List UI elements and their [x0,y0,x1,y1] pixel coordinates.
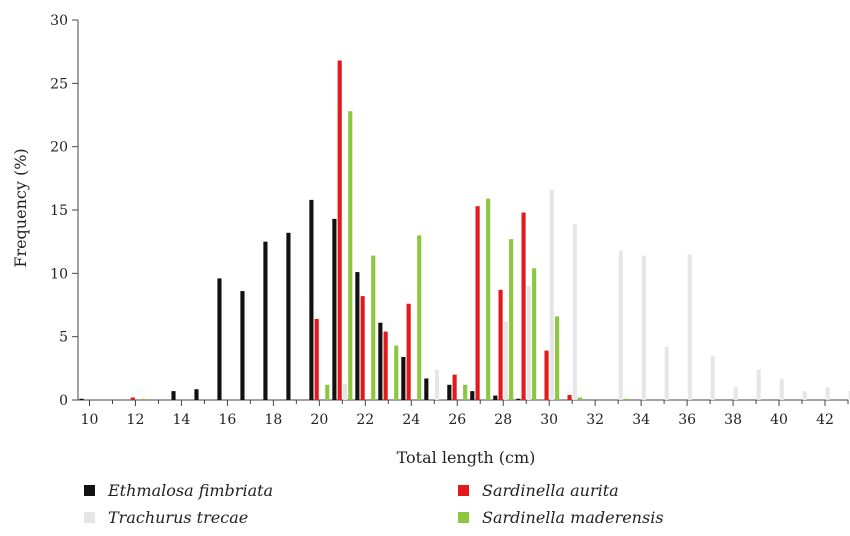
bar [486,198,491,400]
bar [360,296,365,400]
y-axis: 0 5 10 15 20 25 30 [50,13,79,409]
legend-label: Ethmalosa fimbriata [107,481,273,500]
bar [521,212,526,400]
bar [475,206,480,400]
bar [470,391,475,400]
bar [406,303,411,400]
y-tick-label: 25 [50,76,68,92]
x-tick-label: 40 [770,412,788,428]
bar [378,322,383,400]
x-tick-label: 10 [81,412,99,428]
x-axis-title: Total length (cm) [397,448,536,467]
y-tick-label: 0 [59,393,68,409]
x-tick-label: 34 [632,412,650,428]
legend-swatch [458,485,469,496]
bars [79,60,850,400]
bar [641,255,646,400]
x-tick-label: 18 [264,412,282,428]
bar [555,316,560,400]
bar [447,384,452,400]
bar [417,235,422,400]
bar [394,345,399,400]
bar [355,272,360,400]
bar [240,291,245,400]
y-tick-label: 5 [59,330,68,346]
legend-swatch [458,512,469,523]
bar [710,355,715,400]
bar [401,356,406,400]
x-tick-label: 22 [356,412,374,428]
bar [516,398,521,400]
bar [325,384,330,400]
bar [263,241,268,400]
legend-label: Sardinella maderensis [482,508,664,527]
bar [348,111,353,400]
x-tick-label: 30 [540,412,558,428]
bar [802,391,807,400]
legend: Ethmalosa fimbriata Sardinella aurita Trac… [84,481,664,527]
bar [424,378,429,400]
bar [434,369,439,400]
x-tick-label: 42 [816,412,834,428]
y-tick-label: 20 [50,140,68,156]
bar [567,394,572,400]
legend-swatch [84,485,95,496]
y-tick-label: 10 [50,266,68,282]
bar [549,189,554,400]
bar [493,395,498,400]
bar [756,369,761,400]
bar [314,318,319,400]
x-tick-label: 24 [402,412,420,428]
bar [578,397,583,400]
x-tick-label: 32 [586,412,604,428]
x-tick-label: 38 [724,412,742,428]
x-tick-label: 26 [448,412,466,428]
bar [825,387,830,400]
bar [194,389,199,400]
bar [779,378,784,400]
x-tick-label: 36 [678,412,696,428]
bar [733,387,738,400]
x-tick-label: 16 [218,412,236,428]
legend-label: Trachurus trecae [108,508,248,527]
bar [217,278,222,400]
bar [532,268,537,400]
legend-swatch [84,512,95,523]
legend-label: Sardinella aurita [482,481,619,500]
bar [572,223,577,400]
bar [498,289,503,400]
x-tick-label: 12 [127,412,145,428]
bar [286,232,291,400]
y-tick-label: 30 [50,13,68,29]
bar [342,383,348,400]
bar [664,346,669,400]
bar [141,398,146,400]
bar [452,374,457,400]
bar [371,255,376,400]
bar [171,391,176,400]
x-axis: 10 12 14 16 18 20 22 24 26 28 30 32 34 36 38 40 42 [78,399,849,428]
bar [383,331,388,400]
bar [79,398,84,400]
x-tick-label: 14 [173,412,191,428]
x-tick-label: 28 [494,412,512,428]
y-tick-label: 15 [50,203,68,219]
bar [309,199,314,400]
y-axis-title: Frequency (%) [11,148,30,267]
bar [332,218,337,400]
bar [337,60,342,400]
x-tick-label: 20 [310,412,328,428]
bar [526,286,531,400]
bar [130,397,135,400]
bar [618,250,623,400]
bar [544,350,549,400]
bar [848,391,850,400]
bar [624,398,629,400]
bar [687,254,692,400]
bar [509,239,514,400]
bar [503,321,508,400]
bar [463,384,468,400]
